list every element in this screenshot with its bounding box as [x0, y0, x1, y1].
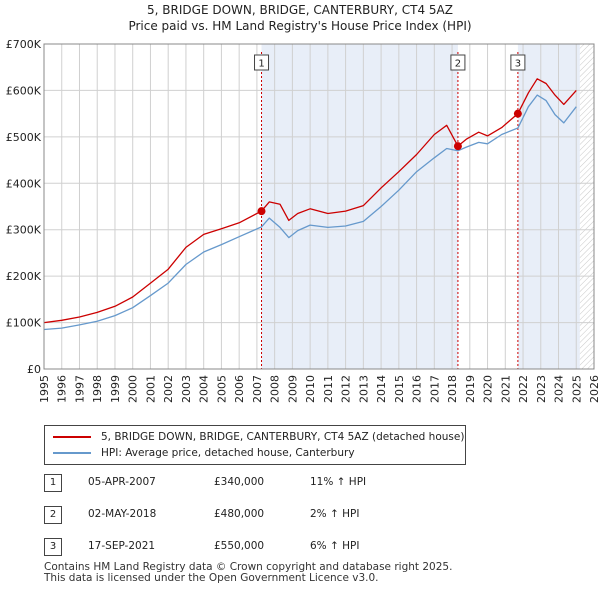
sale-marker-box	[450, 54, 466, 71]
legend-item-property: 5, BRIDGE DOWN, BRIDGE, CANTERBURY, CT4 …	[53, 430, 464, 444]
chart-title: 5, BRIDGE DOWN, BRIDGE, CANTERBURY, CT4 …	[147, 3, 453, 17]
hpi-line-swatch	[53, 452, 91, 454]
x-tick-label: 2006	[233, 375, 246, 403]
chart-legend: 5, BRIDGE DOWN, BRIDGE, CANTERBURY, CT4 …	[44, 425, 466, 465]
sale-marker-label: 2	[455, 59, 461, 70]
ownership-shade	[517, 44, 580, 369]
sale-date: 17-SEP-2021	[88, 540, 156, 552]
sale-row: 3 17-SEP-2021 £550,000 6% ↑ HPI	[44, 538, 464, 556]
sale-price: £480,000	[214, 508, 265, 520]
x-tick-label: 2014	[375, 375, 388, 403]
legend-hpi-label: HPI: Average price, detached house, Cant…	[101, 447, 355, 459]
sale-date: 02-MAY-2018	[88, 508, 157, 520]
x-tick-label: 1996	[56, 375, 69, 403]
sale-hpi-change: 11% ↑ HPI	[310, 476, 367, 488]
y-tick-label: £600K	[6, 84, 42, 97]
sale-point	[453, 142, 462, 151]
sale-hpi-change: 6% ↑ HPI	[310, 540, 360, 552]
x-tick-label: 2007	[251, 375, 264, 403]
price-chart: 1 2 3 £0 £100K £200K £300K £400K £500K £600K £700…	[6, 38, 600, 403]
sale-hpi-change: 2% ↑ HPI	[310, 508, 360, 520]
future-hatch-region	[579, 44, 594, 369]
x-tick-label: 1995	[38, 375, 51, 403]
sale-marker-box	[254, 54, 270, 71]
y-tick-label: £300K	[6, 224, 42, 237]
sale-number-badge: 2	[44, 506, 62, 524]
x-tick-label: 1997	[73, 375, 86, 403]
x-tick-label: 2018	[446, 375, 459, 403]
x-tick-label: 2012	[340, 375, 353, 403]
x-tick-label: 2019	[464, 375, 477, 403]
chart-subtitle: Price paid vs. HM Land Registry's House …	[128, 19, 472, 33]
plot-frame	[43, 43, 595, 370]
x-tick-label: 2026	[588, 375, 600, 403]
sale-marker-box	[510, 54, 526, 71]
x-tick-label: 2021	[499, 375, 512, 403]
x-tick-label: 2023	[535, 375, 548, 403]
x-tick-label: 2011	[322, 375, 335, 403]
footer-attribution: Contains HM Land Registry data © Crown c…	[44, 562, 452, 584]
footer-line-licence: This data is licensed under the Open Gov…	[44, 572, 379, 584]
x-tick-label: 2008	[269, 375, 282, 403]
y-tick-label: £0	[27, 363, 41, 376]
x-tick-label: 2002	[162, 375, 175, 403]
sale-point	[513, 109, 522, 118]
x-tick-label: 2000	[127, 375, 140, 403]
hpi-line	[43, 94, 577, 331]
x-tick-label: 1999	[109, 375, 122, 403]
x-tick-label: 2016	[411, 375, 424, 403]
y-tick-label: £500K	[6, 131, 42, 144]
sale-row: 1 05-APR-2007 £340,000 11% ↑ HPI	[44, 474, 464, 492]
sale-row: 2 02-MAY-2018 £480,000 2% ↑ HPI	[44, 506, 464, 524]
x-tick-label: 2005	[215, 375, 228, 403]
legend-property-label: 5, BRIDGE DOWN, BRIDGE, CANTERBURY, CT4 …	[101, 431, 465, 443]
x-tick-label: 2025	[570, 375, 583, 403]
x-tick-label: 2024	[553, 375, 566, 403]
y-tick-label: £200K	[6, 270, 42, 283]
sale-point	[257, 207, 266, 216]
footer-line-copyright: Contains HM Land Registry data © Crown c…	[44, 561, 453, 573]
y-tick-label: £400K	[6, 177, 42, 190]
x-tick-label: 2010	[304, 375, 317, 403]
property-line-swatch	[53, 436, 91, 438]
sale-date: 05-APR-2007	[88, 476, 156, 488]
x-tick-label: 2020	[482, 375, 495, 403]
sale-price: £340,000	[214, 476, 265, 488]
y-tick-label: £700K	[6, 38, 42, 51]
sale-number-badge: 1	[44, 474, 62, 492]
y-tick-label: £100K	[6, 317, 42, 330]
sale-marker-label: 1	[258, 59, 264, 70]
x-tick-label: 2009	[286, 375, 299, 403]
x-tick-label: 2017	[428, 375, 441, 403]
x-tick-label: 2022	[517, 375, 530, 403]
x-tick-label: 2004	[198, 375, 211, 403]
x-tick-label: 2013	[357, 375, 370, 403]
x-tick-label: 2015	[393, 375, 406, 403]
x-tick-label: 2003	[180, 375, 193, 403]
legend-item-hpi: HPI: Average price, detached house, Cant…	[53, 446, 355, 460]
sale-number-badge: 3	[44, 538, 62, 556]
sale-price: £550,000	[214, 540, 265, 552]
x-tick-label: 2001	[144, 375, 157, 403]
sale-marker-label: 3	[515, 59, 521, 70]
x-tick-label: 1998	[91, 375, 104, 403]
